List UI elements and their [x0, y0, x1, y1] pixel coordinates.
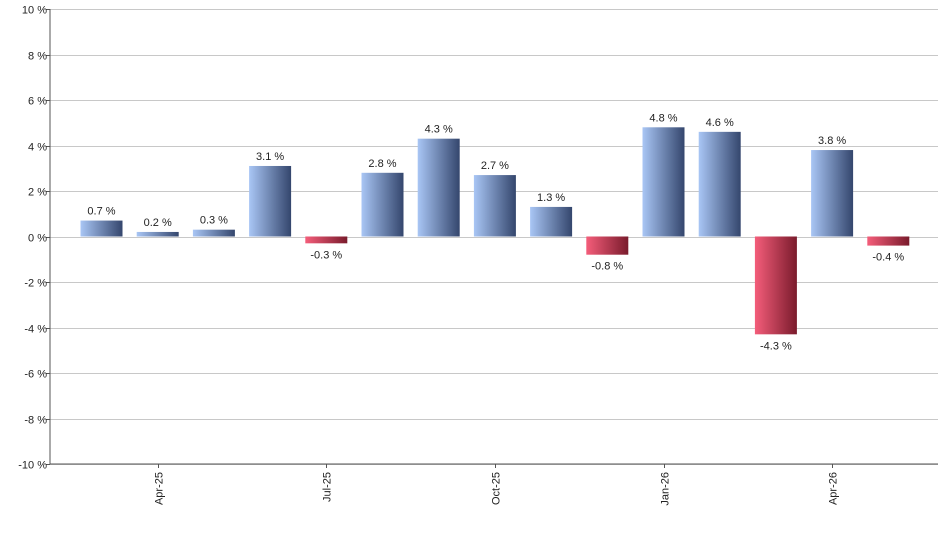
bars	[80, 127, 910, 335]
axes	[49, 9, 938, 465]
y-tick-label: -2 %	[24, 278, 47, 290]
bar	[417, 138, 460, 237]
bar	[530, 206, 573, 237]
y-tick-label: 4 %	[28, 142, 47, 154]
bar	[136, 231, 179, 237]
y-tick-label: 8 %	[28, 51, 47, 63]
data-label: 4.8 %	[649, 112, 677, 124]
y-tick-label: -4 %	[24, 324, 47, 336]
bar	[473, 175, 516, 237]
bar	[249, 165, 292, 237]
data-label: 0.2 %	[144, 217, 172, 229]
y-tick-label: -6 %	[24, 369, 47, 381]
data-label: 3.8 %	[818, 135, 846, 147]
x-tick-label: Oct-25	[491, 472, 503, 505]
bar	[754, 236, 797, 335]
data-label: 1.3 %	[537, 192, 565, 204]
data-labels: 0.7 % 0.2 % 0.3 % 3.1 % -0.3 % 2.8 % 4.3 % 2.7 …	[87, 112, 904, 352]
data-label: 2.7 %	[481, 160, 509, 172]
bar	[642, 127, 685, 237]
x-tick-labels: Apr-25 Jul-25 Oct-25 Jan-26 Apr-26	[154, 464, 840, 506]
data-label: 2.8 %	[368, 158, 396, 170]
y-tick-labels: -10 % -8 % -6 % -4 % -2 % 0 % 2 % 4 % 6 % 8 % 10 %	[18, 5, 50, 472]
y-tick-label: -10 %	[18, 460, 47, 472]
bar	[586, 236, 629, 255]
bar	[698, 131, 741, 237]
x-tick-label: Jul-25	[322, 472, 334, 502]
bar	[80, 220, 123, 237]
bar	[361, 172, 404, 237]
data-label: 4.3 %	[425, 124, 453, 136]
y-tick-label: 10 %	[22, 5, 47, 17]
x-tick-label: Apr-26	[828, 472, 840, 505]
y-tick-label: 6 %	[28, 96, 47, 108]
data-label: 3.1 %	[256, 151, 284, 163]
data-label: 0.7 %	[87, 206, 115, 218]
bar	[867, 236, 910, 246]
x-tick-label: Jan-26	[660, 472, 672, 506]
y-tick-label: -8 %	[24, 415, 47, 427]
y-tick-label: 2 %	[28, 187, 47, 199]
bar	[811, 150, 854, 237]
data-label: -0.3 %	[310, 249, 342, 261]
x-tick-label: Apr-25	[154, 472, 166, 505]
bar	[305, 236, 348, 244]
data-label: 0.3 %	[200, 215, 228, 227]
data-label: -0.8 %	[591, 261, 623, 273]
data-label: -0.4 %	[872, 252, 904, 264]
y-tick-label: 0 %	[28, 233, 47, 245]
data-label: -4.3 %	[760, 340, 792, 352]
data-label: 4.6 %	[706, 117, 734, 129]
bar	[192, 229, 235, 237]
gridlines	[50, 9, 938, 465]
